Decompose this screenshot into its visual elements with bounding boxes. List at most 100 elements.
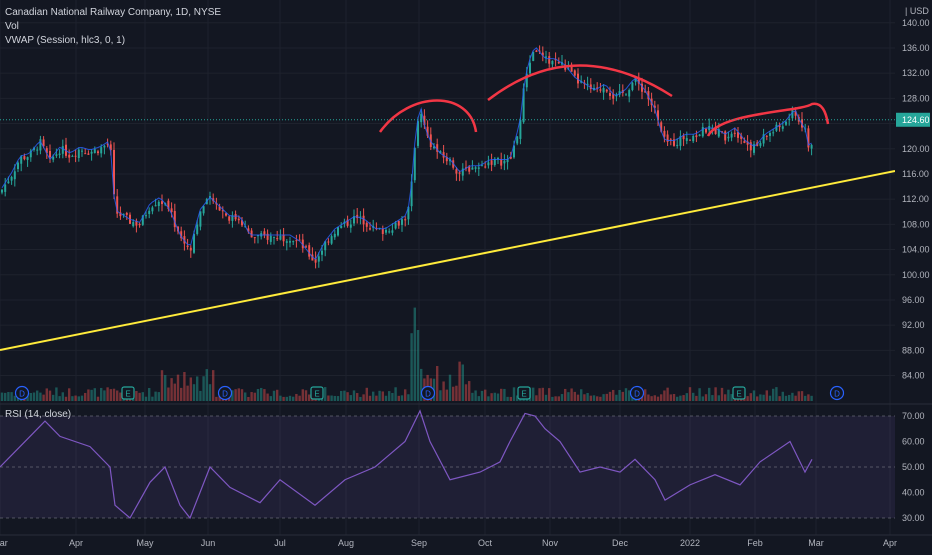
volume-bar — [167, 387, 170, 401]
volume-bar — [359, 396, 362, 401]
candle-body — [269, 235, 272, 242]
volume-bar — [384, 395, 388, 401]
candle-body — [461, 168, 464, 176]
last-price-label: 124.60 — [902, 115, 930, 125]
candle-body — [730, 133, 733, 138]
volume-bar — [621, 391, 624, 401]
candle-body — [391, 230, 394, 233]
time-tick-label: Apr — [69, 538, 83, 548]
dividend-marker[interactable] — [629, 385, 645, 401]
volume-bar — [692, 392, 695, 401]
candle-body — [471, 167, 474, 170]
volume-bar — [247, 396, 250, 401]
volume-bar — [570, 388, 573, 401]
candle-body — [733, 132, 736, 134]
volume-bar — [800, 391, 804, 401]
earnings-marker[interactable] — [517, 386, 531, 400]
dividend-marker[interactable] — [420, 385, 436, 401]
volume-bar — [759, 394, 762, 401]
candle-body — [605, 89, 608, 92]
candle-body — [116, 196, 119, 214]
candle-body — [1, 189, 3, 193]
candle-body — [138, 223, 141, 226]
candle-body — [394, 222, 397, 229]
vwap-indicator-label[interactable]: VWAP (Session, hlc3, 0, 1) — [5, 35, 126, 46]
volume-bar — [714, 387, 717, 401]
candle-body — [68, 154, 71, 158]
volume-bar — [557, 396, 560, 401]
rsi-indicator-label[interactable]: RSI (14, close) — [5, 409, 72, 420]
price-tick-label: 140.00 — [902, 18, 930, 28]
volume-bar — [583, 394, 586, 401]
volume-bar — [394, 387, 397, 401]
rsi-tick-label: 40.00 — [902, 488, 925, 498]
volume-bar — [90, 389, 93, 401]
candle-body — [13, 171, 16, 180]
rsi-axis[interactable]: 70.00 60.00 50.00 40.00 30.00 — [902, 411, 925, 523]
volume-bar — [596, 396, 599, 401]
dividend-marker[interactable] — [14, 385, 30, 401]
candle-body — [455, 169, 458, 174]
volume-bar — [333, 395, 336, 401]
volume-bar — [61, 392, 64, 401]
volume-bar — [461, 364, 464, 401]
candle-body — [132, 222, 135, 227]
volume-bar — [231, 390, 234, 401]
volume-bar — [183, 371, 186, 401]
arc-drawing[interactable] — [706, 102, 830, 137]
candle-body — [308, 245, 311, 257]
volume-bar — [400, 395, 404, 401]
volume-bar — [682, 395, 685, 401]
volume-bar — [45, 388, 48, 401]
earnings-marker[interactable] — [310, 386, 324, 400]
volume-bar — [580, 389, 583, 401]
arc-drawing[interactable] — [487, 64, 673, 101]
candle-body — [58, 153, 61, 155]
candle-body — [772, 132, 775, 134]
earnings-marker[interactable] — [732, 386, 746, 400]
time-axis[interactable]: Mar Apr May Jun Jul Aug Sep Oct Nov Dec 2022 Feb Mar… — [0, 538, 897, 548]
candle-body — [381, 228, 384, 235]
rsi-line — [0, 409, 813, 520]
rsi-legend: RSI (14, close) — [5, 409, 71, 420]
volume-bar — [39, 392, 42, 401]
candle-body — [519, 119, 522, 139]
candle-body — [609, 93, 611, 96]
volume-bar — [208, 384, 212, 401]
volume-bar — [368, 395, 372, 401]
volume-indicator-label[interactable]: Vol — [5, 21, 19, 32]
volume-bar — [516, 395, 519, 401]
volume-bar — [413, 307, 416, 401]
volume-bar — [29, 392, 32, 401]
candle-body — [551, 60, 554, 65]
symbol-title[interactable]: Canadian National Railway Company, 1D, N… — [5, 7, 222, 18]
candle-body — [554, 59, 557, 61]
volume-bar — [42, 394, 45, 401]
candle-body — [388, 231, 391, 233]
candle-body — [327, 241, 330, 243]
volume-bar — [388, 391, 391, 401]
volume-bar — [698, 388, 701, 401]
volume-bar — [765, 390, 768, 401]
volume-bar — [416, 330, 420, 401]
dividend-marker[interactable] — [217, 385, 233, 401]
trendline-drawing[interactable] — [0, 170, 896, 351]
candle-body — [90, 151, 93, 154]
candle-body — [333, 233, 336, 238]
candle-body — [765, 135, 768, 137]
time-tick-label: Dec — [612, 538, 629, 548]
candle-body — [778, 125, 781, 128]
price-axis[interactable]: 140.00136.00132.00128.00124.00120.00116.… — [895, 0, 932, 405]
volume-bar — [685, 393, 688, 401]
time-tick-label: Jul — [274, 538, 286, 548]
volume-bar — [106, 387, 109, 401]
dividend-marker[interactable] — [829, 385, 845, 401]
candle-body — [26, 157, 29, 160]
volume-bar — [343, 390, 346, 401]
candle-body — [161, 201, 163, 205]
volume-bar — [36, 390, 39, 401]
candle-body — [93, 149, 96, 153]
earnings-marker[interactable] — [121, 386, 135, 400]
